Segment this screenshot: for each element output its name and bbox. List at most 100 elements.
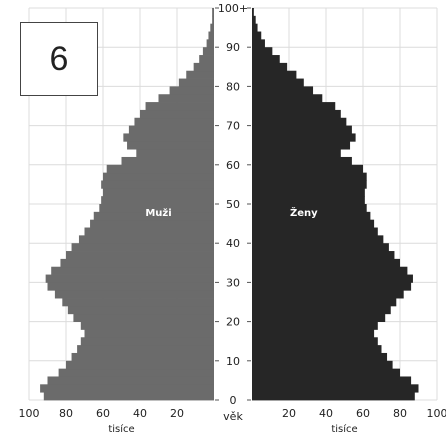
age-tick-60: 60 bbox=[226, 159, 240, 172]
bar-male-age-48 bbox=[99, 204, 214, 213]
age-tick-20: 20 bbox=[226, 316, 240, 329]
bar-female-age-20 bbox=[252, 313, 386, 322]
age-tick-80: 80 bbox=[226, 80, 240, 93]
bar-female-age-16 bbox=[252, 329, 375, 338]
x-unit-label-right: tisíce bbox=[331, 423, 357, 435]
series-label-male: Muži bbox=[145, 207, 171, 219]
bar-male-age-84 bbox=[193, 62, 214, 72]
bar-female-age-14 bbox=[252, 337, 378, 346]
figure-number: 6 bbox=[49, 39, 69, 78]
bar-male-age-22 bbox=[67, 305, 214, 315]
age-tick-90: 90 bbox=[226, 41, 240, 54]
bar-female-age-60 bbox=[252, 156, 352, 166]
bar-male-age-68 bbox=[128, 125, 214, 134]
bar-female-age-96 bbox=[252, 15, 256, 25]
bar-male-age-30 bbox=[45, 274, 215, 283]
bar-female-age-26 bbox=[252, 290, 404, 299]
bar-male-age-44 bbox=[90, 219, 214, 228]
bar-male-age-40 bbox=[78, 235, 214, 244]
figure-number-badge: 6 bbox=[20, 22, 98, 96]
bar-female-age-56 bbox=[252, 172, 367, 181]
series-label-female: Ženy bbox=[290, 206, 318, 219]
x-tick-right-100: 100 bbox=[427, 407, 446, 420]
bar-male-age-100 bbox=[212, 8, 214, 10]
x-tick-right-80: 80 bbox=[393, 407, 407, 420]
bar-male-age-34 bbox=[60, 258, 215, 268]
bar-male-age-38 bbox=[71, 243, 214, 252]
x-tick-right-20: 20 bbox=[282, 407, 296, 420]
bar-female-age-2 bbox=[252, 384, 419, 393]
bar-male-age-62 bbox=[136, 149, 214, 158]
bar-male-age-92 bbox=[208, 31, 214, 40]
bar-female-age-24 bbox=[252, 298, 397, 307]
bar-male-age-18 bbox=[80, 321, 214, 330]
bar-female-age-76 bbox=[252, 94, 323, 103]
bar-male-age-16 bbox=[84, 329, 214, 338]
bar-female-age-18 bbox=[252, 321, 378, 330]
bar-male-age-58 bbox=[106, 164, 214, 174]
bar-male-age-4 bbox=[47, 376, 214, 385]
bar-female-age-38 bbox=[252, 243, 389, 252]
x-tick-right-40: 40 bbox=[319, 407, 333, 420]
bar-male-age-66 bbox=[123, 133, 214, 142]
bar-male-age-46 bbox=[93, 211, 214, 221]
bar-male-age-10 bbox=[71, 352, 214, 362]
bar-male-age-32 bbox=[51, 266, 215, 275]
age-tick-40: 40 bbox=[226, 237, 240, 250]
bar-female-age-44 bbox=[252, 219, 375, 228]
bar-female-age-98 bbox=[252, 8, 254, 17]
age-axis-label: věk bbox=[223, 410, 243, 423]
bar-male-age-14 bbox=[80, 337, 214, 346]
bar-female-age-74 bbox=[252, 102, 336, 111]
bar-male-age-36 bbox=[66, 251, 214, 260]
bar-female-age-100 bbox=[252, 8, 254, 10]
x-tick-left-80: 80 bbox=[59, 407, 73, 420]
x-tick-left-100: 100 bbox=[19, 407, 40, 420]
bar-male-age-72 bbox=[140, 109, 214, 119]
bar-male-age-24 bbox=[62, 298, 214, 307]
x-tick-left-40: 40 bbox=[133, 407, 147, 420]
bar-female-age-4 bbox=[252, 376, 412, 385]
bar-female-age-22 bbox=[252, 305, 391, 315]
age-tick-0: 0 bbox=[230, 394, 237, 407]
bar-female-age-8 bbox=[252, 360, 393, 370]
bar-female-age-32 bbox=[252, 266, 408, 275]
x-unit-label-left: tisíce bbox=[108, 423, 134, 435]
bar-female-age-88 bbox=[252, 47, 273, 56]
x-tick-right-60: 60 bbox=[356, 407, 370, 420]
bar-female-age-82 bbox=[252, 70, 297, 79]
bar-female-age-46 bbox=[252, 211, 371, 221]
bar-female-age-10 bbox=[252, 352, 388, 362]
bar-male-age-90 bbox=[206, 39, 214, 48]
bar-male-age-88 bbox=[202, 47, 214, 56]
bar-female-age-84 bbox=[252, 62, 288, 72]
x-tick-left-20: 20 bbox=[170, 407, 184, 420]
bar-female-age-36 bbox=[252, 251, 395, 260]
bar-female-age-80 bbox=[252, 78, 304, 87]
bar-female-age-6 bbox=[252, 368, 400, 377]
bar-female-age-72 bbox=[252, 109, 341, 119]
age-tick-10: 10 bbox=[226, 355, 240, 368]
bar-male-age-20 bbox=[73, 313, 215, 322]
bar-male-age-6 bbox=[58, 368, 214, 377]
bar-female-age-12 bbox=[252, 345, 382, 354]
bar-female-age-64 bbox=[252, 141, 351, 150]
bar-female-age-78 bbox=[252, 86, 314, 95]
bar-male-age-2 bbox=[40, 384, 214, 393]
bar-female-age-54 bbox=[252, 180, 367, 189]
bar-male-age-54 bbox=[101, 180, 214, 189]
bar-female-age-50 bbox=[252, 196, 365, 205]
bar-female-age-0 bbox=[252, 392, 415, 401]
bar-male-age-56 bbox=[103, 172, 214, 181]
bar-female-age-42 bbox=[252, 227, 378, 236]
bar-male-age-12 bbox=[77, 345, 214, 354]
labels-layer: 0 10 20 30 40 50 60 70 80 90 100+ věk 100 80 60 40 20 20 4… bbox=[19, 2, 446, 435]
bar-female-age-34 bbox=[252, 258, 400, 268]
bars-layer bbox=[40, 8, 419, 401]
bar-female-age-58 bbox=[252, 164, 363, 174]
bar-female-age-70 bbox=[252, 117, 347, 126]
bar-female-age-40 bbox=[252, 235, 384, 244]
bar-male-age-82 bbox=[186, 70, 214, 79]
bar-male-age-60 bbox=[121, 156, 214, 166]
